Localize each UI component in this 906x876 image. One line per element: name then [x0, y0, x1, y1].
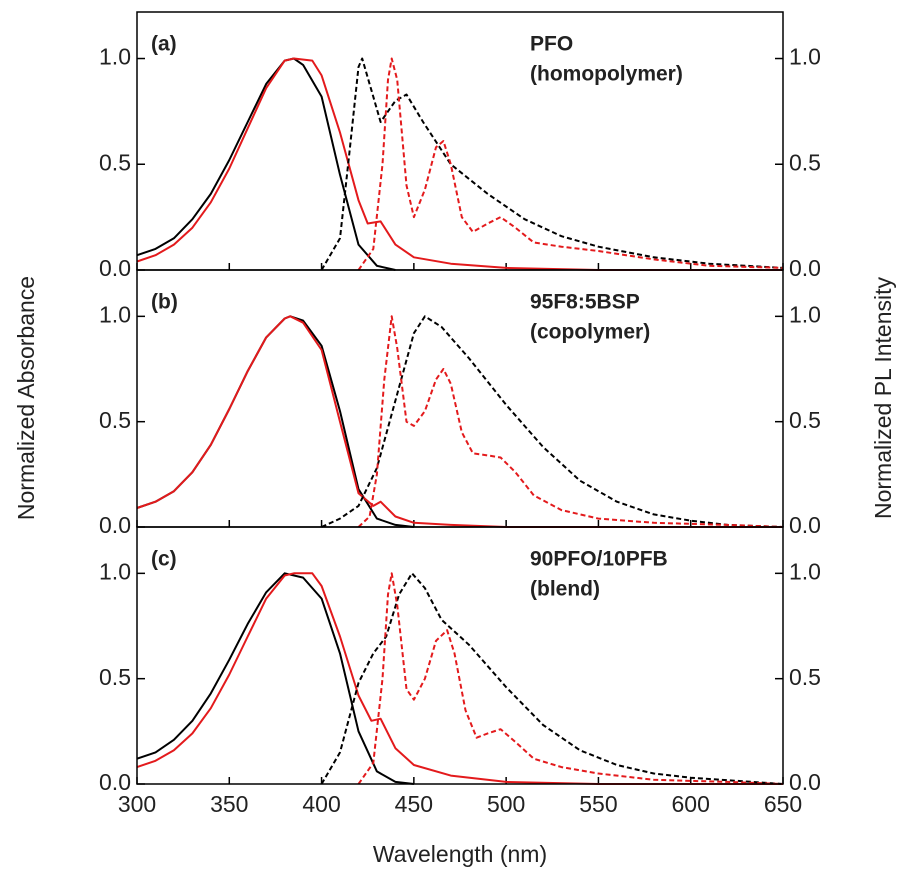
series-line	[136, 57, 783, 271]
y-tick-label: 0.0	[99, 512, 131, 538]
y-tick-label: 0.5	[99, 149, 131, 175]
series-line	[357, 57, 784, 271]
y-tick-label: 0.5	[99, 407, 131, 433]
panel-annotation: (blend)	[530, 578, 600, 601]
series-line	[320, 57, 784, 271]
x-tick-label: 600	[672, 791, 710, 817]
series-line	[136, 572, 783, 785]
y2-tick-label: 0.5	[789, 407, 821, 433]
x-tick-label: 300	[118, 791, 156, 817]
panel-annotation: 90PFO/10PFB	[530, 548, 668, 571]
series-line	[136, 572, 415, 785]
y2-tick-label: 1.0	[789, 44, 821, 70]
x-tick-label: 550	[579, 791, 617, 817]
y-tick-label: 1.0	[99, 301, 131, 327]
x-tick-label: 450	[395, 791, 433, 817]
y2-tick-label: 0.0	[789, 769, 821, 795]
y2-tick-label: 0.5	[789, 149, 821, 175]
panel-annotation: PFO	[530, 33, 573, 56]
y-tick-label: 1.0	[99, 44, 131, 70]
y2-tick-label: 1.0	[789, 301, 821, 327]
y2-tick-label: 1.0	[789, 558, 821, 584]
y-tick-label: 0.0	[99, 769, 131, 795]
series-line	[357, 315, 784, 528]
y2-tick-label: 0.0	[789, 512, 821, 538]
x-tick-label: 350	[210, 791, 248, 817]
y2-axis-label: Normalized PL Intensity	[870, 276, 896, 519]
panel-annotation: (copolymer)	[530, 321, 650, 344]
panel-annotation: 95F8:5BSP	[530, 291, 640, 314]
x-tick-label: 400	[302, 791, 340, 817]
y2-tick-label: 0.5	[789, 664, 821, 690]
y-tick-label: 0.0	[99, 255, 131, 281]
panel-annotation: (homopolymer)	[530, 63, 683, 86]
y-axis-label: Normalized Absorbance	[13, 276, 39, 520]
series-line	[321, 315, 784, 528]
panel-frame	[136, 526, 784, 785]
panel-label: (b)	[151, 291, 178, 314]
series-line	[136, 315, 783, 528]
y-tick-label: 1.0	[99, 558, 131, 584]
x-tick-label: 500	[487, 791, 525, 817]
series-line	[357, 572, 784, 785]
series-line	[136, 57, 396, 271]
series-line	[320, 572, 784, 785]
y-tick-label: 0.5	[99, 664, 131, 690]
panel-label: (c)	[151, 548, 177, 571]
x-tick-label: 650	[764, 791, 802, 817]
x-axis-label: Wavelength (nm)	[373, 841, 547, 867]
panel-frame	[136, 11, 784, 271]
y2-tick-label: 0.0	[789, 255, 821, 281]
panel-label: (a)	[151, 33, 177, 56]
